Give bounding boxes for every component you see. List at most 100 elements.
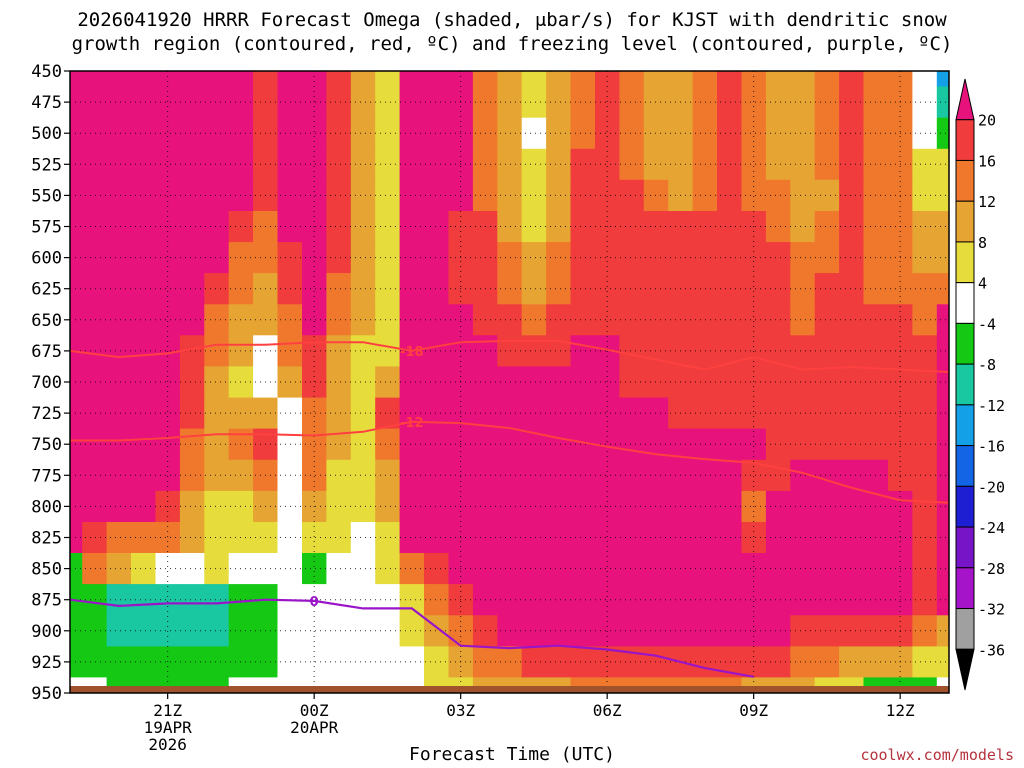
omega-cell <box>570 179 596 212</box>
omega-cell <box>350 304 376 336</box>
omega-cell <box>741 71 767 88</box>
omega-cell <box>570 211 596 243</box>
omega-cell <box>497 459 523 492</box>
y-tick-label: 600 <box>31 249 62 269</box>
omega-cell <box>570 71 596 88</box>
omega-cell <box>448 242 474 274</box>
omega-cell <box>643 211 669 243</box>
omega-cell <box>643 273 669 305</box>
y-tick-label: 625 <box>31 280 62 300</box>
omega-cell <box>375 304 401 336</box>
y-tick-label: 700 <box>31 373 62 393</box>
omega-cell <box>936 553 949 585</box>
x-tick-label: 00Z <box>300 701 329 720</box>
omega-cell <box>82 615 108 647</box>
omega-cell <box>692 71 718 88</box>
omega-cell <box>765 366 791 399</box>
y-tick-label: 875 <box>31 591 62 611</box>
omega-cell <box>717 459 742 492</box>
omega-cell <box>790 397 816 430</box>
omega-cell <box>375 273 401 305</box>
omega-cell <box>546 522 572 554</box>
omega-cell <box>765 304 791 336</box>
omega-cell <box>448 304 474 336</box>
omega-cell <box>155 71 181 88</box>
omega-cell <box>131 148 156 181</box>
omega-cell <box>643 553 669 585</box>
omega-cell <box>155 148 181 181</box>
omega-cell <box>82 273 108 305</box>
x-tick-label: 03Z <box>446 701 475 720</box>
omega-cell <box>936 273 949 305</box>
omega-cell <box>375 490 401 523</box>
omega-cell <box>717 428 742 461</box>
omega-cell <box>302 148 327 181</box>
omega-cell <box>82 490 108 523</box>
omega-cell <box>228 273 254 305</box>
omega-cell <box>424 459 449 492</box>
omega-cell <box>424 71 449 88</box>
omega-cell <box>668 71 694 88</box>
omega-cell <box>302 522 327 554</box>
omega-cell <box>424 179 449 212</box>
omega-cell <box>155 304 181 336</box>
omega-cell <box>912 397 938 430</box>
omega-cell <box>82 179 108 212</box>
omega-cell <box>82 148 108 181</box>
omega-cell <box>350 179 376 212</box>
omega-cell <box>570 273 596 305</box>
omega-cell <box>350 397 376 430</box>
omega-cell <box>570 490 596 523</box>
omega-cell <box>70 211 83 243</box>
omega-cell <box>326 71 352 88</box>
omega-cell <box>717 397 742 430</box>
x-tick-label: 06Z <box>593 701 622 720</box>
omega-cell <box>82 522 108 554</box>
omega-cell <box>70 646 83 679</box>
omega-cell <box>179 366 205 399</box>
x-axis-label: Forecast Time (UTC) <box>409 744 615 765</box>
omega-cell <box>155 117 181 150</box>
omega-cell <box>131 117 156 150</box>
omega-cell <box>228 366 254 399</box>
y-tick-label: 650 <box>31 311 62 331</box>
freezing-level-contour <box>70 598 754 678</box>
omega-cell <box>912 117 938 150</box>
x-tick-label: 12Z <box>886 701 915 720</box>
omega-cell <box>131 553 156 585</box>
omega-cell <box>546 366 572 399</box>
omega-cell <box>228 86 254 119</box>
omega-cell <box>570 397 596 430</box>
omega-cell <box>790 428 816 461</box>
x-tick-date: 19APR <box>144 718 193 737</box>
omega-cell <box>863 148 889 181</box>
omega-cell <box>643 584 669 616</box>
omega-cell <box>350 71 376 88</box>
omega-cell <box>228 211 254 243</box>
omega-cell <box>570 459 596 492</box>
omega-cell <box>497 211 523 243</box>
colorbar: 20 16 12 8 4 -4 -8 -12 -16 -20 -24 -28 -32 -36 <box>955 78 1005 691</box>
omega-cell <box>546 304 572 336</box>
omega-cell <box>643 242 669 274</box>
omega-cell <box>936 71 949 88</box>
colorbar-label: -20 <box>978 478 1005 496</box>
omega-cell <box>70 615 83 647</box>
omega-cell <box>179 71 205 88</box>
colorbar-bottom-triangle <box>955 648 975 691</box>
omega-cell <box>70 71 83 88</box>
omega-cell <box>790 490 816 523</box>
x-tick-date: 20APR <box>290 718 339 737</box>
y-tick-label: 900 <box>31 622 62 642</box>
omega-cell <box>546 86 572 119</box>
omega-cell <box>717 584 742 616</box>
omega-cell <box>912 553 938 585</box>
omega-cell <box>424 86 449 119</box>
omega-cell <box>302 553 327 585</box>
omega-cell <box>570 366 596 399</box>
omega-cell <box>912 211 938 243</box>
omega-cell <box>643 366 669 399</box>
omega-cell <box>350 615 376 647</box>
y-axis: 450 475 500 525 550 575 600 625 650 675 700 725 750 7… <box>31 62 70 704</box>
omega-cell <box>228 459 254 492</box>
